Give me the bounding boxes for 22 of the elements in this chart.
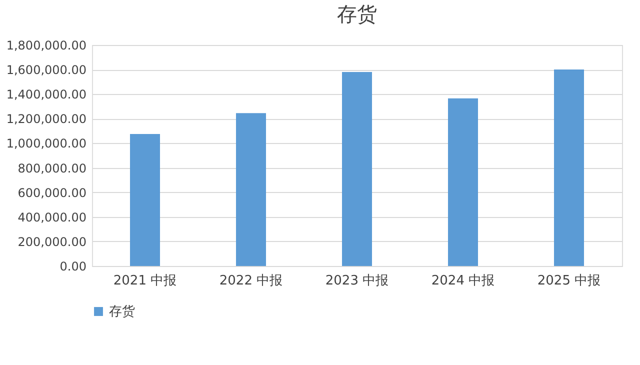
- bar: [554, 70, 584, 266]
- x-tick-label: 2022 中报: [219, 274, 283, 288]
- x-tick-label: 2025 中报: [537, 274, 601, 288]
- y-tick-label: 1,400,000.00: [6, 88, 86, 102]
- bar: [342, 72, 372, 266]
- bar: [130, 134, 160, 266]
- y-tick-label: 200,000.00: [18, 234, 86, 249]
- bar: [236, 113, 266, 266]
- y-tick-label: 800,000.00: [18, 161, 86, 176]
- x-tick-label: 2024 中报: [431, 274, 495, 288]
- y-tick-label: 1,600,000.00: [6, 63, 86, 78]
- y-tick-label: 400,000.00: [18, 210, 86, 224]
- legend-label: 存货: [109, 304, 135, 320]
- y-tick-label: 0.00: [60, 260, 86, 274]
- x-tick-label: 2021 中报: [113, 274, 177, 288]
- y-tick-label: 600,000.00: [18, 186, 86, 200]
- x-tick-label: 2023 中报: [325, 274, 389, 288]
- chart-title: 存货: [337, 2, 377, 26]
- bar: [448, 98, 478, 266]
- y-tick-label: 1,800,000.00: [6, 38, 86, 52]
- y-tick-label: 1,200,000.00: [6, 112, 86, 126]
- y-tick-label: 1,000,000.00: [6, 136, 86, 151]
